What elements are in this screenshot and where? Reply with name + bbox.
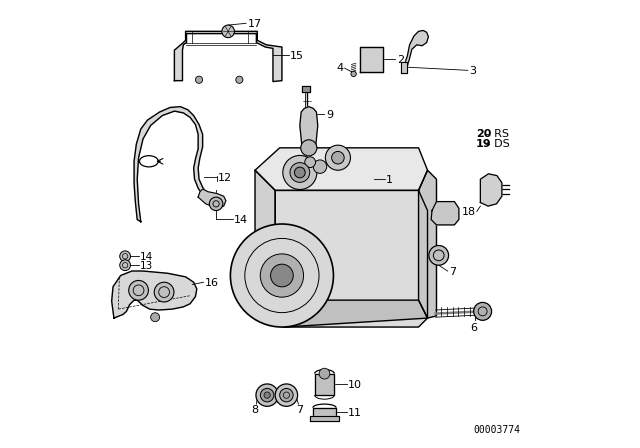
Circle shape [260,388,274,402]
Polygon shape [360,47,383,72]
Circle shape [154,282,174,302]
Circle shape [256,384,278,406]
Circle shape [319,368,330,379]
Text: 2: 2 [397,55,404,65]
Text: – DS: – DS [485,139,509,149]
Polygon shape [300,107,317,148]
Text: 00003774: 00003774 [473,426,520,435]
Text: 7: 7 [449,267,456,277]
Circle shape [332,151,344,164]
Text: 12: 12 [218,173,232,183]
Circle shape [429,246,449,265]
Circle shape [222,25,234,38]
Circle shape [150,313,159,322]
Circle shape [314,160,327,173]
Circle shape [305,157,316,168]
Text: 14: 14 [140,252,153,262]
Circle shape [280,388,293,402]
Text: 8: 8 [251,405,258,414]
Text: 16: 16 [205,278,219,288]
Circle shape [275,384,298,406]
Polygon shape [431,202,459,225]
Polygon shape [310,416,339,421]
Ellipse shape [140,155,158,167]
Polygon shape [255,170,275,300]
Polygon shape [255,298,428,327]
Text: 19: 19 [476,139,492,149]
Polygon shape [255,148,428,190]
Text: 10: 10 [348,380,362,390]
Circle shape [283,155,317,190]
Circle shape [120,260,131,271]
Circle shape [260,254,303,297]
Text: 13: 13 [140,261,153,271]
Circle shape [209,197,223,211]
Circle shape [294,167,305,178]
Polygon shape [174,31,282,82]
Polygon shape [134,107,210,222]
Circle shape [264,392,270,398]
Circle shape [351,71,356,77]
Text: 15: 15 [290,51,304,60]
Circle shape [230,224,333,327]
Circle shape [474,302,492,320]
Polygon shape [275,190,428,327]
Text: 4: 4 [336,63,343,73]
Circle shape [325,145,351,170]
Circle shape [271,264,293,287]
Polygon shape [315,374,334,395]
Polygon shape [401,62,407,73]
Circle shape [129,280,148,300]
Text: 11: 11 [348,408,362,418]
Polygon shape [404,30,428,66]
Text: 18: 18 [462,207,476,217]
Polygon shape [198,189,226,208]
Polygon shape [481,174,502,206]
Circle shape [236,76,243,83]
Polygon shape [313,408,336,417]
Text: 20: 20 [476,129,492,139]
Text: 14: 14 [234,215,248,224]
Text: 1: 1 [387,175,394,185]
Circle shape [195,76,203,83]
Text: – RS: – RS [485,129,509,139]
Polygon shape [112,271,197,318]
Text: 17: 17 [248,19,262,29]
Polygon shape [302,86,310,92]
Polygon shape [419,170,436,318]
Text: 7: 7 [296,405,303,414]
Circle shape [120,251,131,262]
Circle shape [290,163,310,182]
Text: 6: 6 [470,323,477,332]
Text: 3: 3 [469,66,476,76]
Circle shape [301,140,317,156]
Text: 9: 9 [326,110,333,120]
